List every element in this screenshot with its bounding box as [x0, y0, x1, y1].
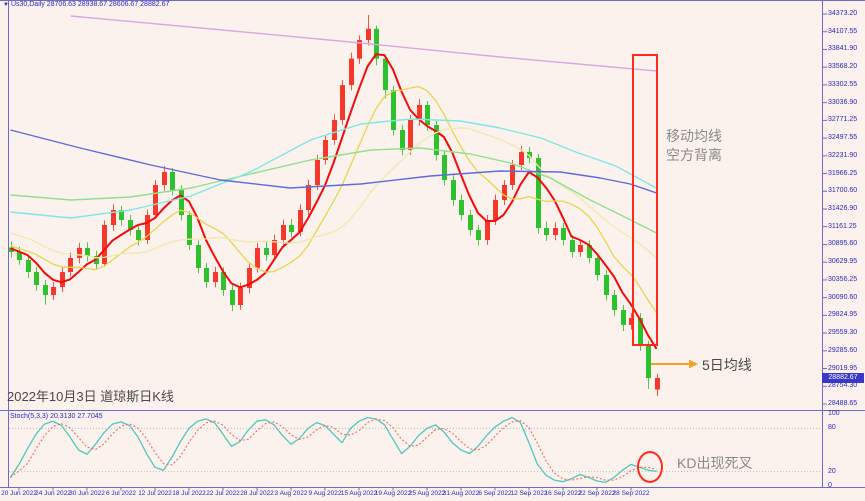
price-tick-label: 30895.60	[828, 240, 858, 248]
kd-cross-annotation: KD出现死叉	[677, 455, 753, 471]
date-tick-label: 6 Sep 2022	[478, 490, 512, 497]
price-tick-label: 30629.95	[828, 258, 858, 266]
kd-cross-circle	[637, 451, 663, 483]
stoch-tick-label: 100	[828, 410, 840, 417]
price-tick-label: 33036.90	[828, 98, 858, 106]
price-tick-label: 33841.90	[828, 45, 858, 53]
price-tick-label: 31966.25	[828, 169, 858, 177]
price-tick-label: 34373.20	[828, 10, 858, 17]
price-tick-label: 33568.20	[828, 63, 858, 71]
price-tick-label: 34107.55	[828, 27, 858, 35]
price-tick-label: 28754.30	[828, 382, 858, 390]
date-tick-label: 15 Aug 2022	[340, 490, 378, 497]
ma5-annotation: 5日均线	[702, 357, 752, 373]
divergence-annotation-line2: 空方背离	[666, 147, 722, 163]
date-tick-label: 20 Jun 2022	[1, 490, 37, 497]
date-tick-label: 16 Sep 2022	[544, 490, 582, 497]
price-tick-label: 31161.25	[828, 222, 857, 230]
stoch-tick-label: 80	[828, 424, 836, 432]
date-tick-label: 18 Jul 2022	[172, 490, 206, 497]
divergence-highlight-rectangle	[632, 54, 658, 346]
date-tick-label: 3 Aug 2022	[274, 490, 308, 497]
date-tick-label: 12 Jul 2022	[138, 490, 172, 497]
price-tick-label: 29019.95	[828, 364, 858, 372]
price-tick-label: 32497.55	[828, 134, 858, 142]
stoch-tick-label: 20	[828, 467, 836, 475]
price-tick-label: 29559.30	[828, 329, 858, 337]
price-tick-label: 32771.25	[828, 116, 858, 124]
price-tick-label: 31700.60	[828, 187, 858, 195]
date-tick-label: 6 Jul 2022	[106, 490, 136, 497]
price-tick-label: 33302.55	[828, 80, 858, 88]
chart-caption: 2022年10月3日 道琼斯日K线	[7, 389, 174, 404]
date-tick-label: 31 Aug 2022	[442, 490, 480, 497]
chevron-down-icon[interactable]: ▼	[3, 2, 9, 8]
date-tick-label: 24 Jun 2022	[35, 490, 71, 497]
date-tick-label: 22 Sep 2022	[578, 490, 616, 497]
stoch-tick-label: 0	[828, 482, 832, 489]
price-tick-label: 30356.25	[828, 275, 858, 283]
date-tick-label: 22 Jul 2022	[206, 490, 240, 497]
price-tick-label: 31426.90	[828, 205, 858, 212]
symbol-ohlc-title: Us30,Daily 28706.63 28938.67 28606.67 28…	[10, 1, 170, 8]
price-tick-label: 32231.90	[828, 151, 858, 159]
date-tick-label: 19 Aug 2022	[374, 490, 412, 497]
date-tick-label: 12 Sep 2022	[510, 490, 548, 497]
date-tick-label: 28 Sep 2022	[612, 490, 650, 497]
price-tick-label: 28488.65	[828, 400, 858, 407]
date-tick-label: 25 Aug 2022	[408, 490, 446, 497]
date-tick-label: 30 Jun 2022	[69, 490, 105, 497]
price-tick-label: 29824.95	[828, 311, 858, 319]
date-tick-label: 28 Jul 2022	[240, 490, 274, 497]
stoch-indicator-label: Stoch(5,3,3) 20.3130 27.7045	[10, 413, 103, 420]
divergence-annotation: 移动均线 空方背离	[666, 127, 722, 165]
price-tick-label: 30090.60	[828, 293, 858, 301]
divergence-annotation-line1: 移动均线	[666, 128, 722, 144]
current-price-badge: 28882.67	[822, 373, 864, 383]
price-tick-label: 29285.60	[828, 346, 858, 354]
date-tick-label: 9 Aug 2022	[308, 490, 342, 497]
chart-title-bar: ▼ Us30,Daily 28706.63 28938.67 28606.67 2…	[3, 1, 169, 8]
